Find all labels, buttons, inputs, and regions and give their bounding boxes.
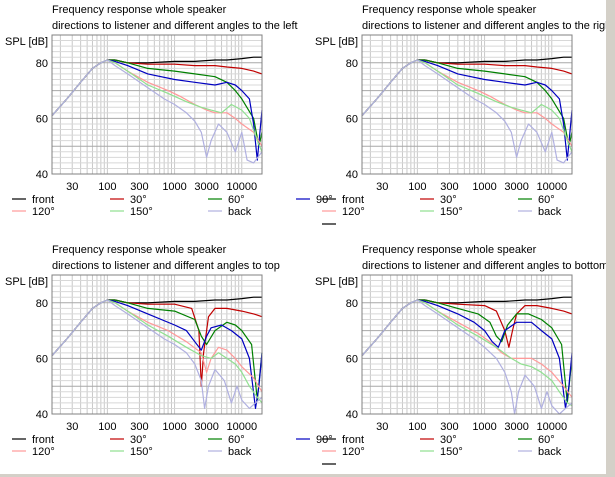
x-tick-label: 1000 [162, 421, 186, 433]
plot-area [362, 275, 572, 414]
x-tick-label: 300 [440, 421, 458, 433]
x-tick-label: 1000 [472, 181, 496, 193]
plot-frame [361, 34, 573, 175]
y-tick-label: 40 [346, 409, 358, 421]
plot-frame [361, 274, 573, 415]
legend-label: 90° [316, 194, 333, 206]
x-tick-label: 10000 [226, 421, 257, 433]
x-tick-label: 3000 [194, 181, 218, 193]
y-tick-label: 80 [36, 298, 48, 310]
y-tick-label: 80 [36, 58, 48, 70]
window-border-bottom [0, 474, 615, 477]
series-line-7 [51, 59, 263, 164]
legend-label: 60° [228, 434, 245, 446]
chart-panel-2: Frequency response whole speaker directio… [315, 4, 615, 225]
x-tick-label: 10000 [536, 421, 567, 433]
legend-label: front [342, 194, 364, 206]
legend-label: 30° [440, 434, 457, 446]
y-tick-label: 80 [346, 298, 358, 310]
y-tick-label: 40 [36, 409, 48, 421]
y-tick-label: 60 [36, 113, 48, 125]
series-line-7 [361, 299, 573, 415]
y-axis-label: SPL [dB] [315, 36, 358, 48]
x-tick-label: 30 [376, 181, 388, 193]
chart-subtitle: directions to listener and different ang… [52, 260, 280, 272]
chart-title: Frequency response whole speaker [52, 4, 227, 16]
chart-panel-1: Frequency response whole speaker directio… [5, 4, 333, 218]
chart-title: Frequency response whole speaker [52, 244, 227, 256]
legend-label: 120° [342, 446, 365, 458]
legend-label: 150° [130, 446, 153, 458]
legend-label: 120° [32, 446, 55, 458]
legend-label: front [32, 434, 54, 446]
x-tick-label: 300 [130, 421, 148, 433]
y-tick-label: 60 [36, 353, 48, 365]
x-tick-label: 30 [66, 181, 78, 193]
legend-label: front [32, 194, 54, 206]
legend-label: 120° [32, 206, 55, 218]
chart-subtitle: directions to listener and different ang… [362, 260, 608, 272]
grid-lines [52, 34, 263, 175]
plot-area [52, 275, 262, 414]
series-line-7 [51, 299, 263, 409]
chart-title: Frequency response whole speaker [362, 4, 537, 16]
x-tick-label: 100 [98, 181, 116, 193]
chart-subtitle: directions to listener and different ang… [362, 20, 614, 32]
legend-label: 120° [342, 206, 365, 218]
x-tick-label: 1000 [162, 181, 186, 193]
legend-label: front [342, 434, 364, 446]
legend-label: 60° [538, 194, 555, 206]
x-tick-label: 300 [130, 181, 148, 193]
y-tick-label: 40 [36, 169, 48, 181]
y-tick-label: 60 [346, 113, 358, 125]
x-tick-label: 3000 [504, 421, 528, 433]
chart-subtitle: directions to listener and different ang… [52, 20, 298, 32]
y-tick-label: 60 [346, 353, 358, 365]
x-tick-label: 100 [98, 421, 116, 433]
legend: front 30° 60° 90° 120° 150° back [12, 434, 333, 458]
chart-panel-3: Frequency response whole speaker directio… [5, 244, 333, 458]
plot-frame [51, 34, 263, 175]
y-axis-label: SPL [dB] [315, 276, 358, 288]
window-border-right [606, 0, 615, 477]
legend-label: 60° [538, 434, 555, 446]
x-tick-label: 10000 [226, 181, 257, 193]
legend-label: back [538, 206, 562, 218]
x-tick-label: 3000 [504, 181, 528, 193]
x-tick-label: 1000 [472, 421, 496, 433]
chart-title: Frequency response whole speaker [362, 244, 537, 256]
legend-label: back [228, 446, 252, 458]
x-tick-label: 300 [440, 181, 458, 193]
plot-frame [51, 274, 263, 415]
x-tick-label: 3000 [194, 421, 218, 433]
legend-label: 150° [440, 206, 463, 218]
x-tick-label: 10000 [536, 181, 567, 193]
legend-label: back [538, 446, 562, 458]
y-axis-label: SPL [dB] [5, 36, 48, 48]
legend-label: 30° [440, 194, 457, 206]
legend-label: 150° [440, 446, 463, 458]
x-tick-label: 100 [408, 181, 426, 193]
legend-label: 90° [316, 434, 333, 446]
chart-panel-4: Frequency response whole speaker directio… [315, 244, 615, 465]
x-tick-label: 100 [408, 421, 426, 433]
legend-label: 30° [130, 194, 147, 206]
legend-label: 150° [130, 206, 153, 218]
grid-lines [362, 274, 573, 415]
legend-label: back [228, 206, 252, 218]
legend-label: 60° [228, 194, 245, 206]
series-line-7 [361, 59, 573, 164]
y-axis-label: SPL [dB] [5, 276, 48, 288]
legend-label: 30° [130, 434, 147, 446]
x-tick-label: 30 [376, 421, 388, 433]
legend: front 30° 60° 90° 120° 150° back [12, 194, 333, 218]
x-tick-label: 30 [66, 421, 78, 433]
y-tick-label: 40 [346, 169, 358, 181]
y-tick-label: 80 [346, 58, 358, 70]
